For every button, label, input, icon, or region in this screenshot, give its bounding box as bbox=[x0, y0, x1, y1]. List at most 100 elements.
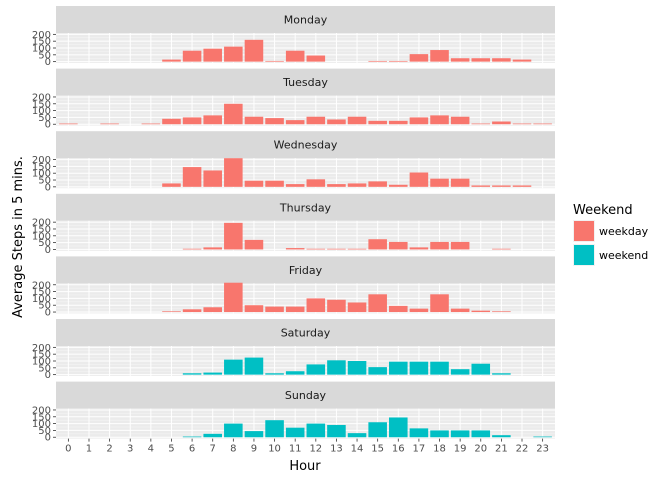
x-tick-label: 5 bbox=[168, 444, 174, 455]
facet-strip bbox=[56, 6, 555, 33]
bar-friday-17 bbox=[409, 308, 429, 313]
bar-saturday-10 bbox=[265, 373, 284, 375]
bar-tuesday-5 bbox=[162, 118, 181, 125]
y-tick-label: 100 bbox=[32, 294, 51, 305]
y-tick-label: 100 bbox=[32, 106, 51, 117]
bar-monday-18 bbox=[430, 50, 449, 62]
bar-wednesday-20 bbox=[471, 185, 491, 187]
bar-tuesday-0 bbox=[59, 123, 78, 125]
bar-wednesday-19 bbox=[450, 178, 470, 187]
x-tick-label: 11 bbox=[289, 444, 302, 455]
bar-monday-21 bbox=[492, 58, 511, 62]
bar-friday-6 bbox=[182, 309, 202, 313]
legend: Weekend weekday weekend bbox=[573, 203, 649, 266]
bar-friday-16 bbox=[389, 305, 408, 313]
x-axis-title: Hour bbox=[289, 459, 321, 474]
bar-monday-15 bbox=[368, 60, 387, 62]
x-tick-label: 4 bbox=[148, 444, 154, 455]
bar-thursday-12 bbox=[306, 248, 326, 250]
bar-tuesday-12 bbox=[306, 116, 326, 125]
facet-strip-label: Friday bbox=[289, 264, 323, 277]
y-tick-label: 0 bbox=[45, 182, 51, 193]
x-tick-label: 8 bbox=[230, 444, 236, 455]
bar-sunday-9 bbox=[244, 431, 264, 438]
bar-wednesday-6 bbox=[182, 167, 202, 187]
x-tick-label: 0 bbox=[65, 444, 71, 455]
x-tick-label: 13 bbox=[330, 444, 343, 455]
bar-saturday-18 bbox=[430, 361, 449, 375]
bar-tuesday-17 bbox=[409, 117, 429, 125]
y-tick-label: 50 bbox=[38, 426, 51, 437]
bar-thursday-14 bbox=[347, 248, 367, 250]
bar-tuesday-23 bbox=[533, 123, 552, 125]
facet-strip-label: Saturday bbox=[281, 327, 331, 340]
bar-thursday-15 bbox=[368, 239, 387, 250]
x-tick-label: 17 bbox=[413, 444, 426, 455]
legend-swatch-weekend bbox=[574, 245, 594, 265]
bar-monday-16 bbox=[389, 60, 408, 62]
bar-wednesday-10 bbox=[265, 180, 284, 187]
facet-strip-label: Monday bbox=[284, 14, 328, 27]
bar-sunday-10 bbox=[265, 420, 284, 438]
bar-tuesday-4 bbox=[141, 123, 161, 125]
facet-panels: Monday050100150200Tuesday050100150200Wed… bbox=[32, 6, 555, 444]
legend-label-weekend: weekend bbox=[599, 249, 648, 262]
y-tick-label: 100 bbox=[32, 231, 51, 242]
x-tick-label: 16 bbox=[392, 444, 405, 455]
bar-monday-9 bbox=[244, 39, 264, 62]
bar-wednesday-5 bbox=[162, 183, 181, 187]
y-tick-label: 100 bbox=[32, 169, 51, 180]
y-tick-label: 150 bbox=[32, 224, 51, 235]
y-tick-label: 200 bbox=[32, 218, 51, 229]
y-tick-label: 150 bbox=[32, 162, 51, 173]
y-tick-label: 150 bbox=[32, 287, 51, 298]
bar-thursday-17 bbox=[409, 247, 429, 250]
bar-thursday-21 bbox=[492, 248, 511, 250]
bar-saturday-9 bbox=[244, 357, 264, 375]
x-tick-label: 9 bbox=[251, 444, 257, 455]
x-tick-label: 19 bbox=[454, 444, 467, 455]
x-tick-label: 18 bbox=[433, 444, 446, 455]
bar-wednesday-17 bbox=[409, 172, 429, 187]
x-axis: 0 1 2 3 4 5 6 7 8 9 10 11 12 13 14 15 16 17 18 19 20 21 22 23 bbox=[65, 438, 549, 455]
y-tick-label: 150 bbox=[32, 99, 51, 110]
bar-friday-14 bbox=[347, 302, 367, 313]
y-tick-label: 0 bbox=[45, 370, 51, 381]
bar-friday-18 bbox=[430, 294, 449, 313]
bar-sunday-7 bbox=[203, 433, 222, 438]
y-tick-label: 200 bbox=[32, 30, 51, 41]
bar-monday-12 bbox=[306, 55, 326, 62]
bar-friday-11 bbox=[285, 306, 305, 313]
facet-strip bbox=[56, 381, 555, 409]
bar-saturday-16 bbox=[389, 361, 408, 375]
y-tick-label: 0 bbox=[45, 57, 51, 68]
bar-wednesday-16 bbox=[389, 184, 408, 187]
facet-strip-label: Sunday bbox=[285, 389, 327, 402]
y-tick-label: 200 bbox=[32, 155, 51, 166]
bar-friday-8 bbox=[224, 282, 243, 313]
bar-friday-21 bbox=[492, 311, 511, 313]
y-tick-label: 100 bbox=[32, 357, 51, 368]
bar-tuesday-11 bbox=[285, 120, 305, 125]
bar-saturday-21 bbox=[492, 373, 511, 375]
y-tick-label: 150 bbox=[32, 350, 51, 361]
y-tick-label: 50 bbox=[38, 363, 51, 374]
bar-sunday-13 bbox=[327, 424, 346, 438]
bar-sunday-15 bbox=[368, 422, 387, 438]
bar-sunday-20 bbox=[471, 430, 491, 438]
bar-sunday-18 bbox=[430, 430, 449, 438]
x-tick-label: 22 bbox=[516, 444, 529, 455]
bar-monday-20 bbox=[471, 58, 491, 62]
legend-label-weekday: weekday bbox=[599, 225, 649, 238]
facet-strip bbox=[56, 68, 555, 96]
bar-friday-10 bbox=[265, 306, 284, 313]
y-tick-label: 50 bbox=[38, 301, 51, 312]
bar-wednesday-11 bbox=[285, 184, 305, 187]
bar-thursday-16 bbox=[389, 241, 408, 250]
y-tick-label: 100 bbox=[32, 419, 51, 430]
y-tick-label: 50 bbox=[38, 113, 51, 124]
legend-title: Weekend bbox=[573, 203, 633, 218]
